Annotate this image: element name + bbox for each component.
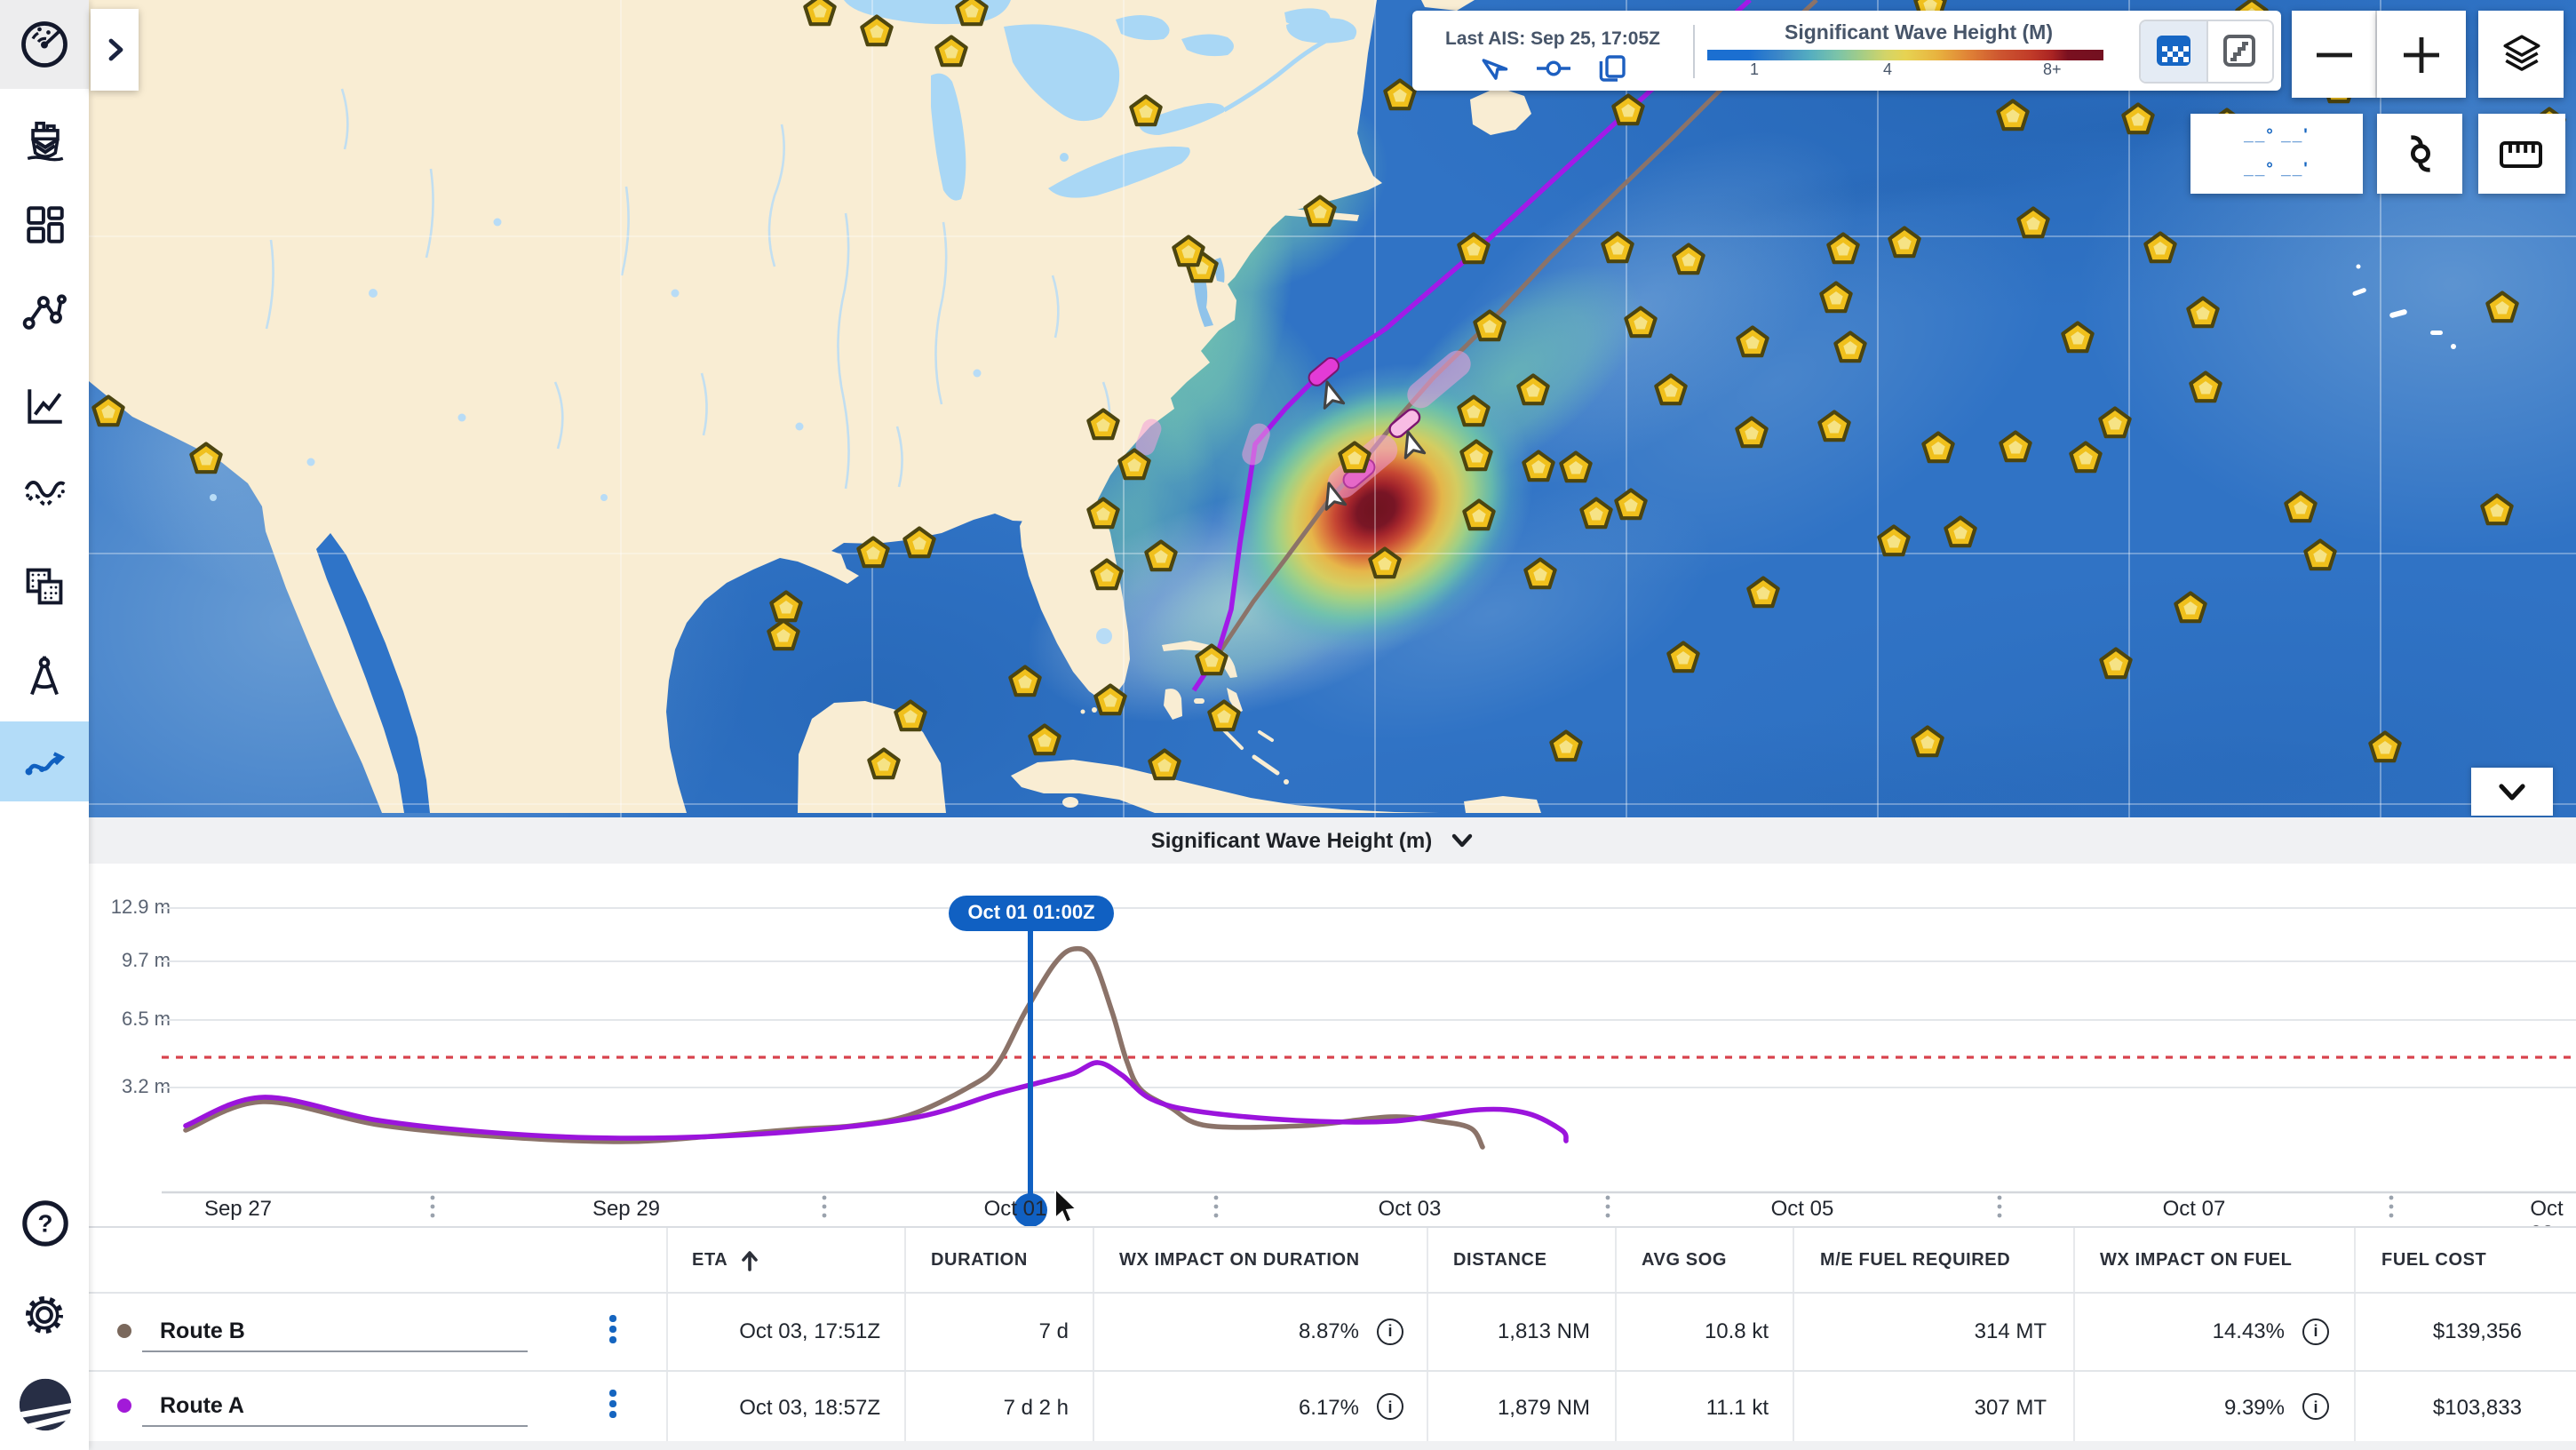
- svg-text:?: ?: [37, 1209, 52, 1237]
